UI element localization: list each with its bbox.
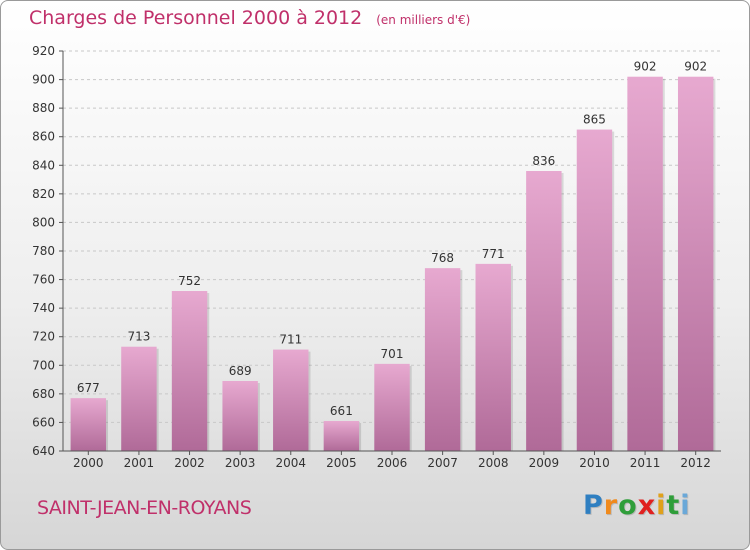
bar-2006 <box>374 363 410 451</box>
logo-letter: x <box>637 490 657 521</box>
bar-2005 <box>323 421 360 451</box>
chart-title-text: Charges de Personnel 2000 à 2012 <box>29 7 363 29</box>
value-label: 677 <box>77 381 100 395</box>
value-label: 713 <box>127 330 150 344</box>
y-tick-label: 800 <box>32 215 55 229</box>
bar-2002 <box>171 291 208 451</box>
y-tick-label: 760 <box>32 273 55 287</box>
value-label: 701 <box>381 347 404 361</box>
x-tick-label: 2006 <box>377 456 408 470</box>
y-tick-label: 880 <box>32 101 55 115</box>
y-tick-label: 660 <box>32 415 55 429</box>
y-tick-label: 740 <box>32 301 55 315</box>
value-label: 836 <box>532 154 555 168</box>
logo-letter: i <box>656 490 667 521</box>
value-label: 661 <box>330 404 353 418</box>
value-label: 689 <box>229 364 252 378</box>
bar-2011 <box>627 76 663 451</box>
y-tick-label: 820 <box>32 187 55 201</box>
value-label: 752 <box>178 274 201 288</box>
bar-2007 <box>424 268 461 451</box>
x-tick-label: 2012 <box>680 456 711 470</box>
bar-2003 <box>222 381 258 451</box>
x-tick-label: 2002 <box>174 456 205 470</box>
y-tick-label: 840 <box>32 158 55 172</box>
bar-2010 <box>576 129 613 452</box>
commune-name: SAINT-JEAN-EN-ROYANS <box>37 497 252 519</box>
y-tick-label: 680 <box>32 387 55 401</box>
x-tick-label: 2010 <box>579 456 610 470</box>
logo-letter: t <box>666 490 681 521</box>
x-tick-label: 2008 <box>478 456 509 470</box>
value-label: 902 <box>684 60 707 74</box>
chart-title: Charges de Personnel 2000 à 2012 (en mill… <box>29 7 470 29</box>
x-tick-label: 2011 <box>630 456 661 470</box>
bar-2012 <box>677 76 714 451</box>
x-tick-label: 2001 <box>124 456 155 470</box>
x-tick-label: 2007 <box>427 456 458 470</box>
x-tick-label: 2009 <box>529 456 560 470</box>
chart-subtitle: (en milliers d'€) <box>376 13 471 27</box>
value-label: 768 <box>431 251 454 265</box>
y-tick-label: 920 <box>32 44 55 58</box>
bar-2009 <box>526 171 562 451</box>
bar-2001 <box>121 346 157 451</box>
logo-letter: P <box>583 490 604 521</box>
value-label: 711 <box>279 333 302 347</box>
logo-letter: o <box>618 490 638 521</box>
y-tick-label: 720 <box>32 330 55 344</box>
proxiti-logo: Proxiti <box>583 490 691 521</box>
x-tick-label: 2004 <box>275 456 306 470</box>
logo-letter: r <box>603 490 619 521</box>
y-tick-label: 640 <box>32 444 55 458</box>
value-label: 902 <box>634 60 657 74</box>
y-tick-label: 700 <box>32 358 55 372</box>
bar-2008 <box>475 263 511 451</box>
logo-letter: i <box>680 490 691 521</box>
y-tick-label: 860 <box>32 130 55 144</box>
value-label: 865 <box>583 113 606 127</box>
bar-2004 <box>273 349 309 451</box>
y-tick-label: 780 <box>32 244 55 258</box>
x-tick-label: 2003 <box>225 456 256 470</box>
bar-2000 <box>70 398 107 451</box>
y-tick-label: 900 <box>32 73 55 87</box>
x-tick-label: 2005 <box>326 456 357 470</box>
value-label: 771 <box>482 247 505 261</box>
x-tick-label: 2000 <box>73 456 104 470</box>
